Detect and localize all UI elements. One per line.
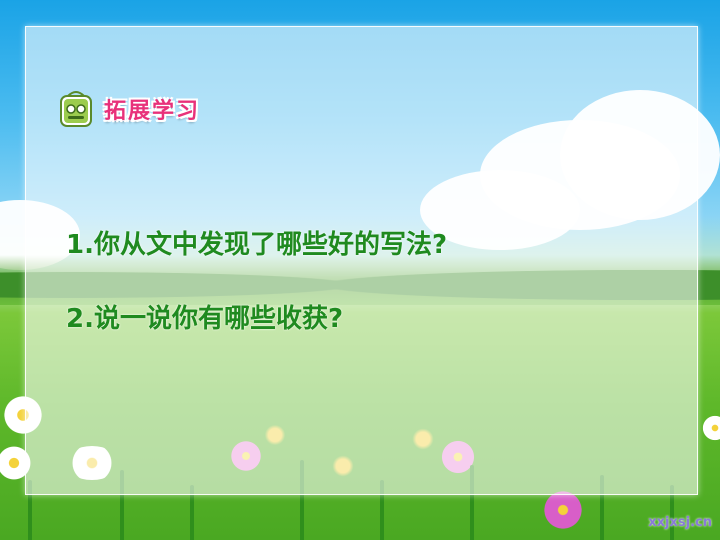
- watermark: xxjxsj.cn: [648, 515, 712, 530]
- section-heading: 拓展学习: [104, 99, 201, 124]
- grass-blade: [470, 465, 474, 540]
- section-header: 拓展学习: [58, 90, 200, 128]
- grass-blade: [300, 460, 304, 540]
- grass-blade: [670, 485, 674, 540]
- flower-icon: [540, 490, 586, 530]
- question-1: 1.你从文中发现了哪些好的写法?: [66, 230, 448, 260]
- notebook-badge-icon: [58, 90, 94, 128]
- grass-blade: [380, 480, 384, 540]
- grass-blade: [600, 475, 604, 540]
- grass-blade: [190, 485, 194, 540]
- content-panel: [25, 26, 698, 495]
- grass-blade: [120, 470, 124, 540]
- question-2: 2.说一说你有哪些收获?: [66, 304, 344, 334]
- flower-icon: [700, 415, 720, 441]
- grass-blade: [28, 480, 32, 540]
